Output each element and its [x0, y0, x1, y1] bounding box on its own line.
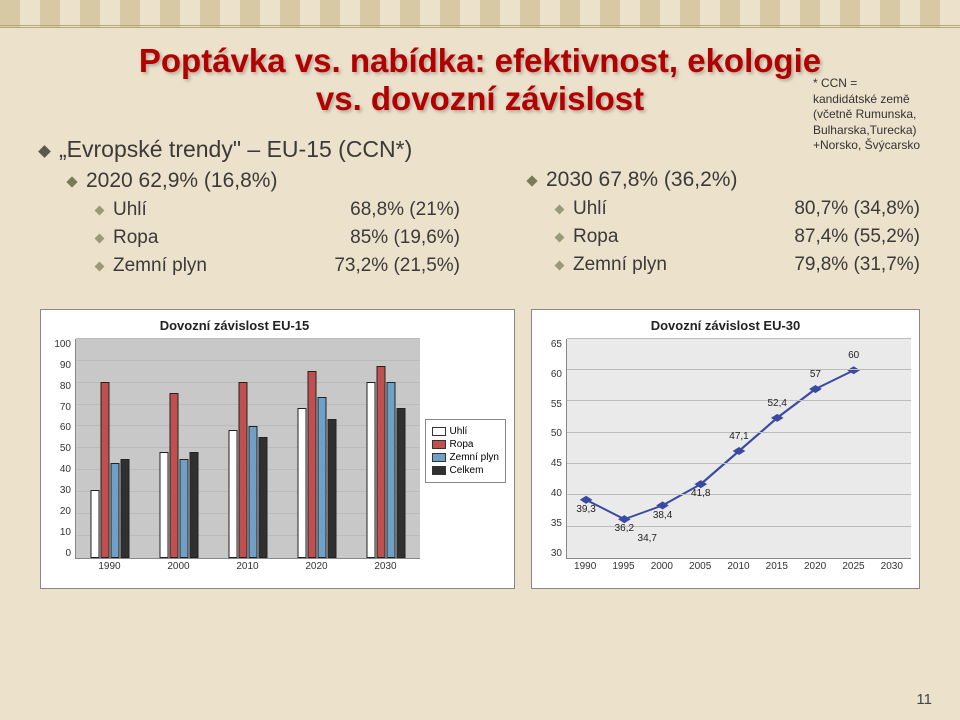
footnote-l1: * CCN = [813, 76, 920, 92]
bar-plot-area: UhlíRopaZemní plynCelkem [75, 339, 420, 559]
title-line-1: Poptávka vs. nabídka: efektivnost, ekolo… [139, 42, 821, 79]
footnote-l3: (včetně Rumunska, [813, 107, 920, 123]
bullet-zemni-r: Zemní plyn 79,8% (31,7%) [556, 254, 920, 276]
diamond-icon [555, 232, 565, 242]
bar-x-axis: 19902000201020202030 [75, 561, 420, 572]
bullet-value: 85% (19,6%) [350, 227, 460, 249]
bullet-ropa-l: Ropa 85% (19,6%) [96, 227, 460, 249]
bar-chart-eu15: Dovozní závislost EU-15 0102030405060708… [40, 309, 515, 589]
line-chart-eu30: Dovozní závislost EU-30 3035404550556065… [531, 309, 920, 589]
decorative-top-border [0, 0, 960, 28]
bullet-label: Zemní plyn [113, 255, 207, 277]
diamond-icon [555, 204, 565, 214]
bullet-2020: 2020 62,9% (16,8%) [68, 169, 460, 193]
bullet-label: Uhlí [113, 199, 147, 221]
diamond-icon [66, 176, 77, 187]
line-plot-area: 39,336,238,441,847,152,4576034,7 [566, 339, 911, 559]
bullet-2030: 2030 67,8% (36,2%) [528, 168, 920, 192]
bar-legend: UhlíRopaZemní plynCelkem [425, 419, 506, 483]
diamond-icon [95, 205, 105, 215]
diamond-icon [95, 261, 105, 271]
bullet-value: 68,8% (21%) [350, 199, 460, 221]
line-plot-wrap: 3035404550556065 39,336,238,441,847,152,… [540, 339, 911, 559]
ccn-footnote: * CCN = kandidátské země (včetně Rumunsk… [813, 76, 920, 154]
footnote-l2: kandidátské země [813, 92, 920, 108]
right-column: 2030 67,8% (36,2%) Uhlí 80,7% (34,8%) Ro… [500, 168, 920, 283]
bullet-uhli-r: Uhlí 80,7% (34,8%) [556, 198, 920, 220]
diamond-icon [526, 175, 537, 186]
bullet-value: 79,8% (31,7%) [794, 254, 920, 276]
left-column: „Evropské trendy" – EU-15 (CCN*) 2020 62… [40, 136, 460, 283]
diamond-icon [38, 145, 51, 158]
bar-plot-wrap: 0102030405060708090100 UhlíRopaZemní ply… [49, 339, 420, 559]
bullet-zemni-l: Zemní plyn 73,2% (21,5%) [96, 255, 460, 277]
bar-y-axis: 0102030405060708090100 [49, 339, 75, 559]
slide-title: Poptávka vs. nabídka: efektivnost, ekolo… [40, 42, 920, 118]
slide-content: Poptávka vs. nabídka: efektivnost, ekolo… [0, 28, 960, 720]
slide-number: 11 [916, 691, 932, 708]
diamond-icon [555, 260, 565, 270]
bar-chart-title: Dovozní závislost EU-15 [49, 318, 420, 333]
title-line-2: vs. dovozní závislost [316, 80, 644, 117]
bullet-label: Ropa [113, 227, 158, 249]
bullet-text: 2030 67,8% (36,2%) [546, 168, 737, 192]
bullet-uhli-l: Uhlí 68,8% (21%) [96, 199, 460, 221]
charts-row: Dovozní závislost EU-15 0102030405060708… [40, 309, 920, 589]
bullet-value: 73,2% (21,5%) [334, 255, 460, 277]
line-y-axis: 3035404550556065 [540, 339, 566, 559]
footnote-l4: Bulharska,Turecka) [813, 123, 920, 139]
line-chart-title: Dovozní závislost EU-30 [540, 318, 911, 333]
bullet-eu15-header: „Evropské trendy" – EU-15 (CCN*) [40, 136, 460, 163]
bullet-label: Uhlí [573, 198, 607, 220]
bullet-label: Zemní plyn [573, 254, 667, 276]
bullet-ropa-r: Ropa 87,4% (55,2%) [556, 226, 920, 248]
bullet-columns: „Evropské trendy" – EU-15 (CCN*) 2020 62… [40, 136, 920, 283]
bullet-value: 80,7% (34,8%) [794, 198, 920, 220]
bullet-text: „Evropské trendy" – EU-15 (CCN*) [59, 136, 412, 163]
bullet-value: 87,4% (55,2%) [794, 226, 920, 248]
bullet-label: Ropa [573, 226, 618, 248]
diamond-icon [95, 233, 105, 243]
line-x-axis: 199019952000200520102015202020252030 [566, 561, 911, 572]
bullet-text: 2020 62,9% (16,8%) [86, 169, 277, 193]
footnote-l5: +Norsko, Švýcarsko [813, 138, 920, 154]
